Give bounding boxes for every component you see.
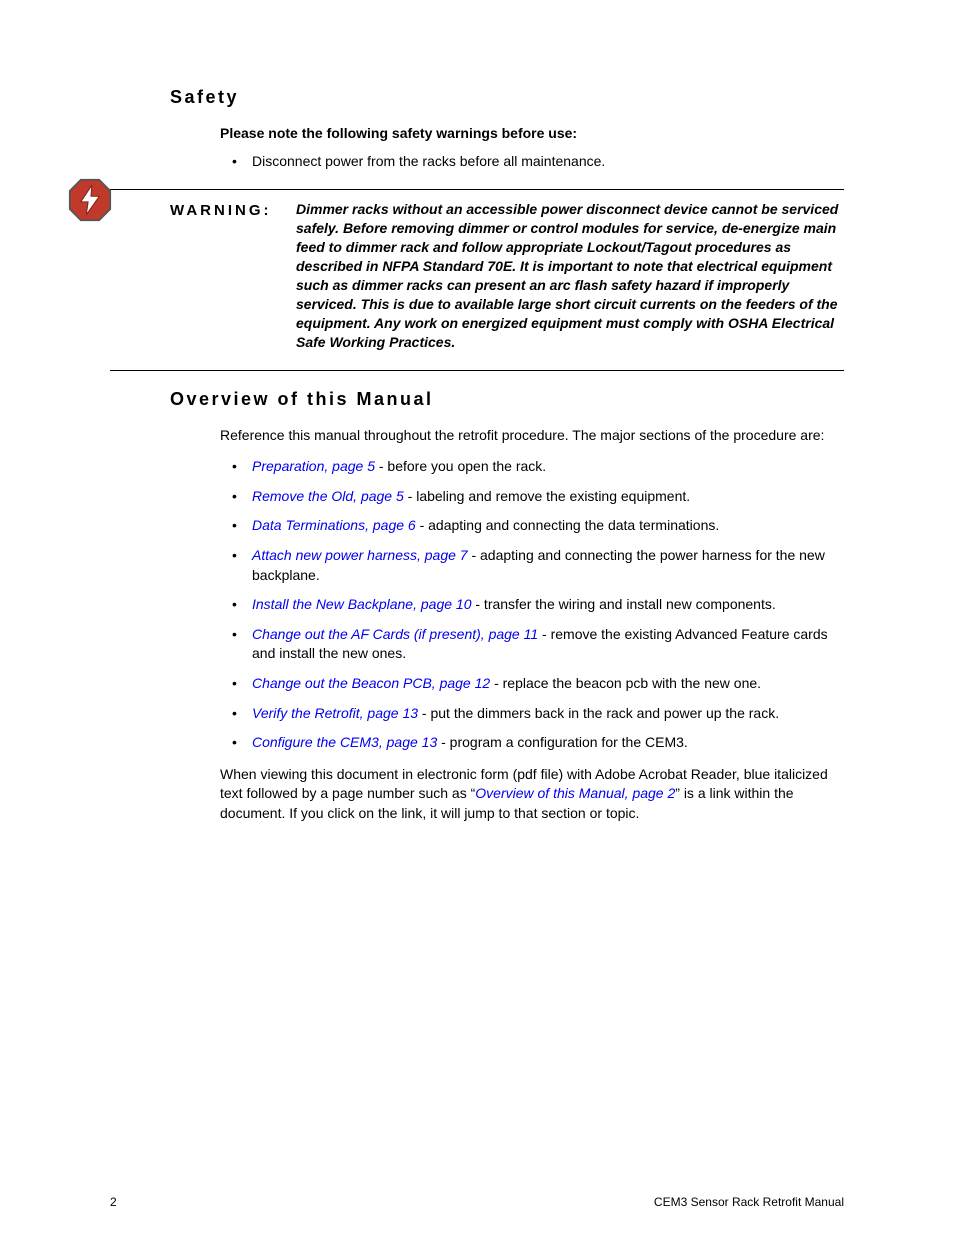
document-page: Safety Please note the following safety … xyxy=(0,0,954,1235)
list-item: Verify the Retrofit, page 13 - put the d… xyxy=(220,704,844,724)
doc-link[interactable]: Remove the Old, page 5 xyxy=(252,488,404,504)
list-item: Change out the Beacon PCB, page 12 - rep… xyxy=(220,674,844,694)
list-item-text: - labeling and remove the existing equip… xyxy=(404,488,690,504)
doc-link[interactable]: Overview of this Manual, page 2 xyxy=(475,785,675,801)
list-item-text: - before you open the rack. xyxy=(375,458,546,474)
page-footer: 2 CEM3 Sensor Rack Retrofit Manual xyxy=(110,1194,844,1211)
list-item: Change out the AF Cards (if present), pa… xyxy=(220,625,844,664)
doc-link[interactable]: Preparation, page 5 xyxy=(252,458,375,474)
overview-closing: When viewing this document in electronic… xyxy=(220,765,844,824)
doc-link[interactable]: Install the New Backplane, page 10 xyxy=(252,596,471,612)
safety-intro: Please note the following safety warning… xyxy=(220,124,844,144)
divider xyxy=(110,370,844,371)
list-item: Data Terminations, page 6 - adapting and… xyxy=(220,516,844,536)
list-item: Remove the Old, page 5 - labeling and re… xyxy=(220,487,844,507)
list-item-text: - replace the beacon pcb with the new on… xyxy=(490,675,761,691)
list-item: Install the New Backplane, page 10 - tra… xyxy=(220,595,844,615)
safety-body: Please note the following safety warning… xyxy=(220,124,844,171)
warning-block: WARNING: Dimmer racks without an accessi… xyxy=(170,200,844,351)
footer-doc-title: CEM3 Sensor Rack Retrofit Manual xyxy=(654,1194,844,1211)
page-number: 2 xyxy=(110,1194,117,1211)
doc-link[interactable]: Verify the Retrofit, page 13 xyxy=(252,705,418,721)
doc-link[interactable]: Attach new power harness, page 7 xyxy=(252,547,468,563)
doc-link[interactable]: Change out the Beacon PCB, page 12 xyxy=(252,675,490,691)
doc-link[interactable]: Configure the CEM3, page 13 xyxy=(252,734,437,750)
list-item: Attach new power harness, page 7 - adapt… xyxy=(220,546,844,585)
list-item: Configure the CEM3, page 13 - program a … xyxy=(220,733,844,753)
warning-bolt-icon xyxy=(68,178,112,222)
list-item: Preparation, page 5 - before you open th… xyxy=(220,457,844,477)
overview-body: Reference this manual throughout the ret… xyxy=(220,426,844,824)
list-item-text: - program a configuration for the CEM3. xyxy=(437,734,688,750)
warning-body-text: Dimmer racks without an accessible power… xyxy=(296,200,844,351)
safety-heading: Safety xyxy=(170,85,844,110)
list-item-text: - transfer the wiring and install new co… xyxy=(471,596,775,612)
safety-bullet-list: Disconnect power from the racks before a… xyxy=(220,152,844,172)
list-item-text: - adapting and connecting the data termi… xyxy=(416,517,720,533)
overview-list: Preparation, page 5 - before you open th… xyxy=(220,457,844,753)
warning-label: WARNING: xyxy=(170,200,282,221)
divider xyxy=(110,189,844,190)
overview-intro: Reference this manual throughout the ret… xyxy=(220,426,844,446)
list-item: Disconnect power from the racks before a… xyxy=(220,152,844,172)
doc-link[interactable]: Change out the AF Cards (if present), pa… xyxy=(252,626,538,642)
list-item-text: - put the dimmers back in the rack and p… xyxy=(418,705,779,721)
warning-icon-container xyxy=(68,178,112,228)
overview-heading: Overview of this Manual xyxy=(170,387,844,412)
doc-link[interactable]: Data Terminations, page 6 xyxy=(252,517,416,533)
